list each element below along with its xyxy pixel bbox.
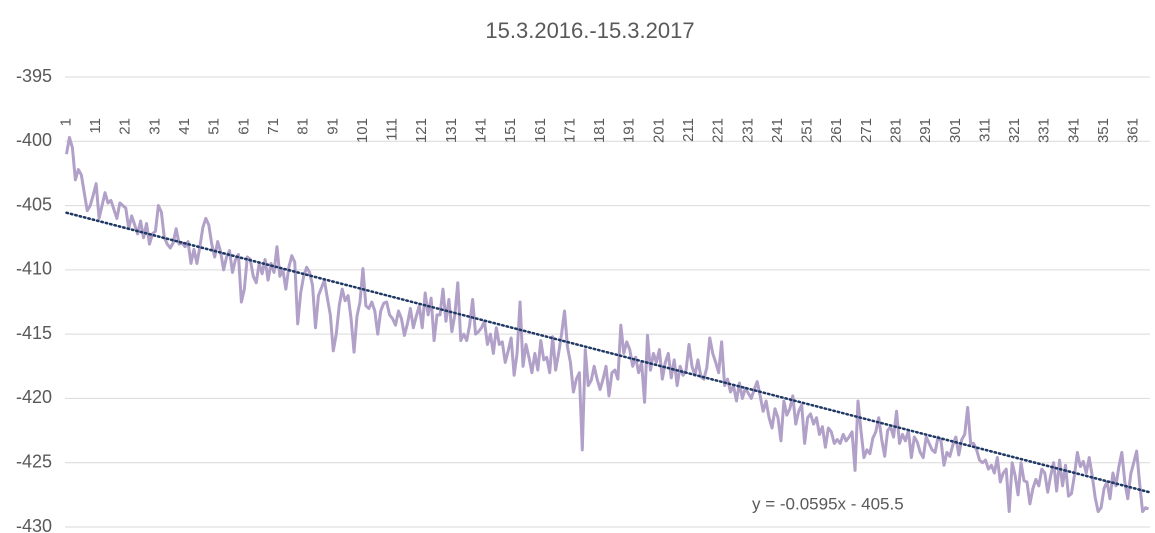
y-tick-label: -405 [16,194,52,214]
x-tick-label: 171 [561,118,578,143]
chart-title: 15.3.2016.-15.3.2017 [485,18,694,43]
x-tick-label: 71 [265,118,282,135]
x-tick-label: 251 [799,118,816,143]
x-tick-label: 351 [1095,118,1112,143]
x-tick-label: 311 [976,118,993,142]
x-tick-label: 111 [384,118,401,141]
y-tick-label: -420 [16,387,52,407]
x-tick-label: 101 [354,118,371,143]
y-tick-label: -415 [16,323,52,343]
x-tick-label: 231 [739,118,756,143]
x-tick-label: 271 [858,118,875,143]
x-tick-label: 131 [443,118,460,143]
x-tick-label: 211 [680,118,697,142]
x-tick-label: 241 [769,118,786,143]
y-tick-label: -410 [16,259,52,279]
x-tick-label: 361 [1125,118,1142,143]
x-tick-label: 11 [87,118,104,134]
x-tick-label: 191 [621,118,638,143]
x-tick-label: 181 [591,118,608,143]
y-tick-label: -430 [16,516,52,533]
x-tick-label: 41 [176,118,193,135]
x-tick-label: 141 [472,118,489,143]
y-tick-label: -395 [16,66,52,86]
x-tick-label: 21 [117,118,134,135]
x-tick-label: 301 [947,118,964,143]
x-tick-label: 261 [828,118,845,143]
x-tick-label: 341 [1065,118,1082,143]
x-tick-label: 61 [235,118,252,135]
trendline-label: y = -0.0595x - 405.5 [752,494,904,513]
x-tick-label: 31 [146,118,163,135]
x-tick-label: 161 [532,118,549,143]
x-tick-label: 321 [1006,118,1023,143]
y-tick-label: -425 [16,451,52,471]
x-tick-label: 151 [502,118,519,143]
x-tick-label: 81 [295,118,312,135]
x-tick-label: 221 [710,118,727,143]
y-tick-label: -400 [16,130,52,150]
x-tick-label: 201 [650,118,667,143]
data-line [65,135,1150,514]
x-tick-label: 291 [917,118,934,143]
x-tick-label: 1 [57,118,74,126]
x-tick-label: 331 [1036,118,1053,143]
x-tick-label: 91 [324,118,341,135]
x-tick-label: 51 [206,118,223,135]
trendline [65,211,1150,494]
x-tick-label: 121 [413,118,430,143]
x-tick-label: 281 [888,118,905,143]
